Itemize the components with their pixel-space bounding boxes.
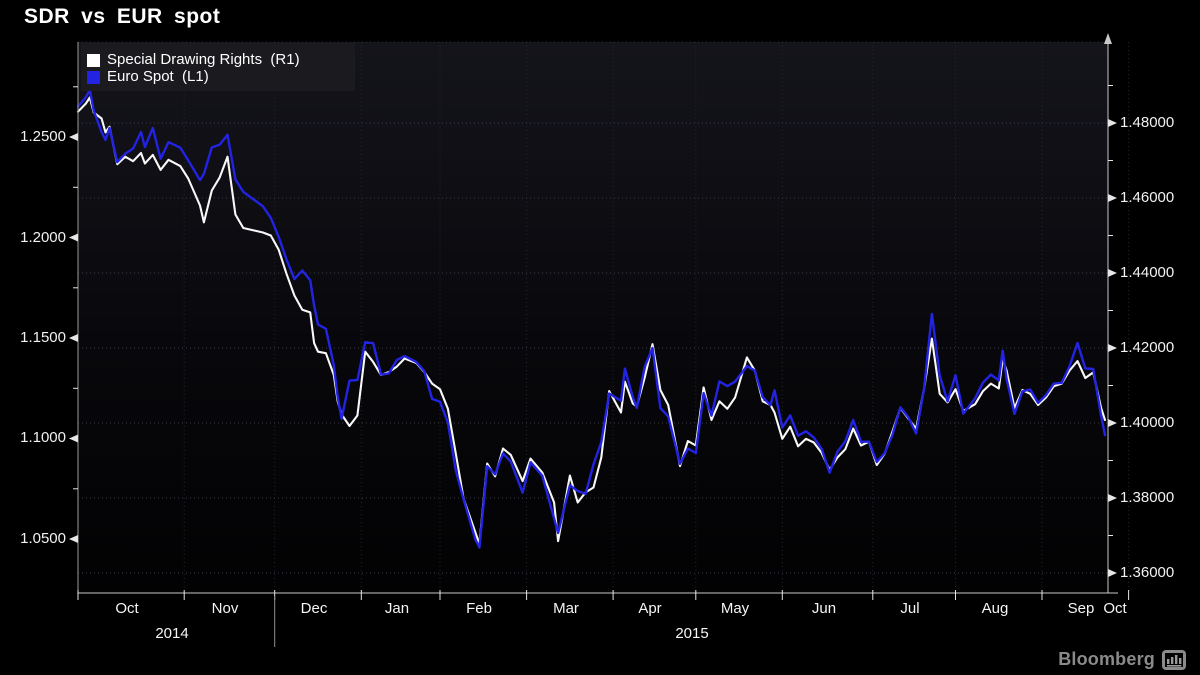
legend-swatch-sdr xyxy=(87,53,100,67)
bar-chart-icon xyxy=(1162,649,1186,670)
right-axis-tick xyxy=(1108,344,1117,352)
right-axis-tick-label: 1.42000 xyxy=(1120,339,1175,356)
series-line-euro[interactable] xyxy=(76,88,1107,549)
legend-label-sdr: Special Drawing Rights (R1) xyxy=(107,51,300,68)
left-axis-tick-label: 1.2000 xyxy=(20,229,66,246)
month-label: Oct xyxy=(115,600,139,617)
legend-label-euro: Euro Spot (L1) xyxy=(107,68,209,85)
right-axis-arrow-icon xyxy=(1104,33,1112,44)
month-label: Jul xyxy=(900,600,920,617)
left-axis-tick-label: 1.1000 xyxy=(20,429,66,446)
month-label: Aug xyxy=(981,600,1009,617)
right-axis-tick xyxy=(1108,269,1117,277)
legend-item-sdr: Special Drawing Rights (R1) xyxy=(87,52,347,68)
right-axis-tick-label: 1.38000 xyxy=(1120,489,1175,506)
month-label: Apr xyxy=(638,600,662,617)
right-axis-tick xyxy=(1108,119,1117,127)
bloomberg-logo-text: Bloomberg xyxy=(1058,649,1155,669)
right-axis-tick-label: 1.48000 xyxy=(1120,114,1175,131)
right-axis-tick xyxy=(1108,494,1117,502)
legend: Special Drawing Rights (R1) Euro Spot (L… xyxy=(81,43,355,91)
bloomberg-logo: Bloomberg xyxy=(1058,649,1186,670)
month-label: Oct xyxy=(1103,600,1127,617)
right-axis-tick xyxy=(1108,194,1117,202)
right-axis-tick-label: 1.46000 xyxy=(1120,189,1175,206)
month-label: May xyxy=(720,600,750,617)
right-axis-tick-label: 1.36000 xyxy=(1120,564,1175,581)
month-label: Mar xyxy=(553,600,579,617)
right-axis-tick-label: 1.44000 xyxy=(1120,264,1175,281)
month-label: Dec xyxy=(300,600,328,617)
month-label: Feb xyxy=(466,600,492,617)
left-axis-tick xyxy=(69,535,78,543)
year-label: 2015 xyxy=(675,625,709,642)
left-axis-tick xyxy=(69,434,78,443)
chart-title: SDR vs EUR spot xyxy=(24,5,221,28)
left-axis-tick-label: 1.0500 xyxy=(20,530,66,547)
right-axis-tick-label: 1.40000 xyxy=(1120,414,1175,431)
right-axis-tick xyxy=(1108,419,1117,427)
legend-item-euro: Euro Spot (L1) xyxy=(87,69,347,85)
legend-swatch-euro xyxy=(87,70,100,84)
plot-background xyxy=(78,42,1108,593)
left-axis-tick-label: 1.2500 xyxy=(20,128,66,145)
month-label: Nov xyxy=(211,600,239,617)
left-axis-tick xyxy=(69,133,78,141)
month-label: Jun xyxy=(811,600,837,617)
right-axis-tick xyxy=(1108,569,1117,577)
series-line-sdr[interactable] xyxy=(76,96,1107,545)
left-axis-tick-label: 1.1500 xyxy=(20,329,66,346)
left-axis-tick xyxy=(69,334,78,342)
year-label: 2014 xyxy=(155,625,189,642)
month-label: Sep xyxy=(1067,600,1095,617)
left-axis-tick xyxy=(69,233,78,242)
month-label: Jan xyxy=(384,600,410,617)
